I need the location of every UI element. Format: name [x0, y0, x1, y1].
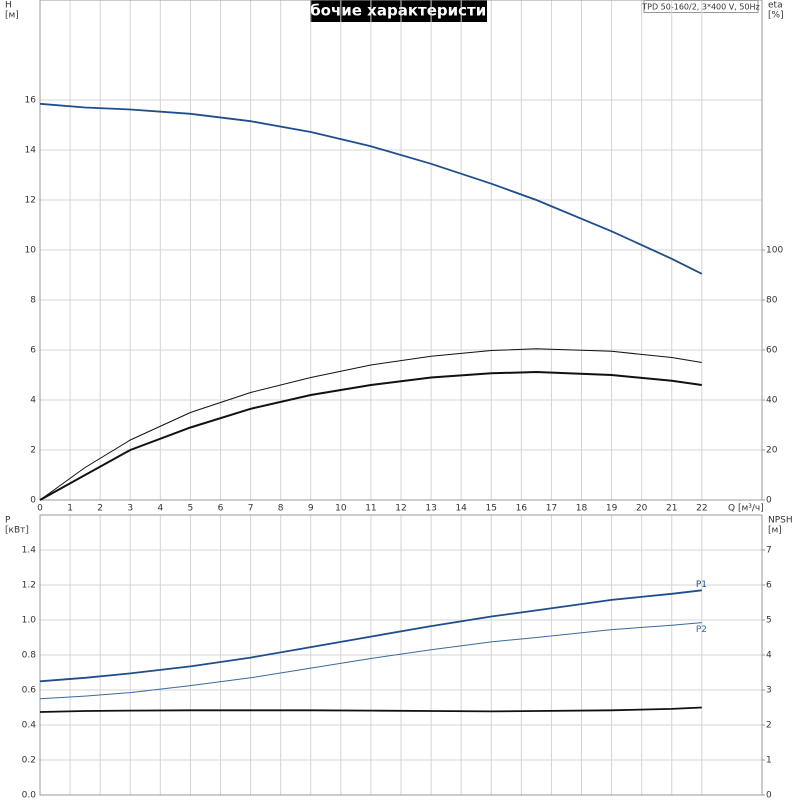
y2-tick-label: 3	[766, 686, 772, 696]
x-tick-label: 4	[157, 504, 163, 514]
y-tick-label: 8	[30, 296, 36, 306]
x-tick-label: 20	[636, 504, 648, 514]
y-tick-label: 14	[25, 146, 37, 156]
series-line	[39, 348, 702, 501]
y2-tick-label: 80	[766, 296, 778, 306]
y-tick-label: 0	[30, 496, 36, 506]
y-axis-label: H	[5, 1, 12, 11]
y2-tick-label: 0	[766, 791, 772, 800]
x-tick-label: 12	[395, 504, 406, 514]
chart-title: Рабочие характеристики	[289, 2, 507, 20]
series-line	[39, 589, 702, 683]
y2-tick-label: 7	[766, 546, 772, 556]
x-tick-label: 6	[218, 504, 224, 514]
y-tick-label: 0.2	[22, 756, 36, 766]
x-tick-label: 13	[425, 504, 436, 514]
x-tick-label: 9	[308, 504, 314, 514]
y2-tick-label: 20	[766, 446, 778, 456]
y-tick-label: 0.6	[22, 686, 37, 696]
y-tick-label: 1.2	[22, 581, 36, 591]
x-tick-label: 17	[546, 504, 557, 514]
y-tick-label: 0.4	[22, 721, 37, 731]
x-tick-label: 2	[97, 504, 103, 514]
series-line	[39, 370, 702, 501]
x-tick-label: 18	[576, 504, 588, 514]
y2-tick-label: 60	[766, 346, 778, 356]
x-tick-label: 22	[696, 504, 707, 514]
y-tick-label: 10	[25, 246, 37, 256]
y-tick-label: 12	[25, 196, 36, 206]
y-tick-label: 16	[25, 96, 37, 106]
y-tick-label: 1.4	[22, 546, 37, 556]
y-tick-label: 0.8	[22, 651, 37, 661]
y2-axis-label: eta	[768, 1, 783, 11]
y-tick-label: 6	[30, 346, 36, 356]
y2-tick-label: 0	[766, 496, 772, 506]
x-tick-label: 8	[278, 504, 284, 514]
x-tick-label: 11	[365, 504, 376, 514]
x-tick-label: 3	[127, 504, 133, 514]
y2-axis-label: NPSH	[768, 516, 793, 526]
x-tick-label: 14	[455, 504, 467, 514]
x-tick-label: 5	[188, 504, 194, 514]
x-tick-label: 7	[248, 504, 254, 514]
x-tick-label: 0	[37, 504, 43, 514]
y2-tick-label: 5	[766, 616, 772, 626]
y2-tick-label: 2	[766, 721, 772, 731]
x-tick-label: 21	[666, 504, 677, 514]
y2-tick-label: 4	[766, 651, 772, 661]
y-tick-label: 2	[30, 446, 36, 456]
x-tick-label: 10	[335, 504, 347, 514]
plot-frame	[39, 514, 763, 796]
series-label: P2	[696, 625, 707, 635]
y-axis-label: [кВт]	[5, 526, 29, 536]
x-tick-label: 15	[486, 504, 497, 514]
x-axis-label: Q [м³/ч]	[728, 504, 764, 514]
y-tick-label: 0.0	[22, 791, 37, 800]
plot-frame	[39, 0, 763, 501]
y-axis-label: P	[5, 516, 11, 526]
y2-tick-label: 1	[766, 756, 772, 766]
title-box	[310, 0, 487, 22]
y2-tick-label: 6	[766, 581, 772, 591]
series-line	[39, 706, 702, 713]
y-axis-label: [м]	[5, 11, 19, 21]
series-line	[39, 102, 703, 275]
series-line	[39, 622, 702, 700]
y-tick-label: 4	[30, 396, 36, 406]
x-tick-label: 19	[606, 504, 618, 514]
y2-tick-label: 40	[766, 396, 778, 406]
series-label: P1	[696, 580, 707, 590]
y2-axis-label: [%]	[768, 11, 784, 21]
model-label: TPD 50-160/2, 3*400 V, 50Hz	[641, 3, 759, 12]
y-tick-label: 1.0	[22, 616, 37, 626]
y2-axis-label: [м]	[768, 526, 782, 536]
x-tick-label: 16	[516, 504, 528, 514]
x-tick-label: 1	[67, 504, 73, 514]
y2-tick-label: 100	[766, 246, 783, 256]
